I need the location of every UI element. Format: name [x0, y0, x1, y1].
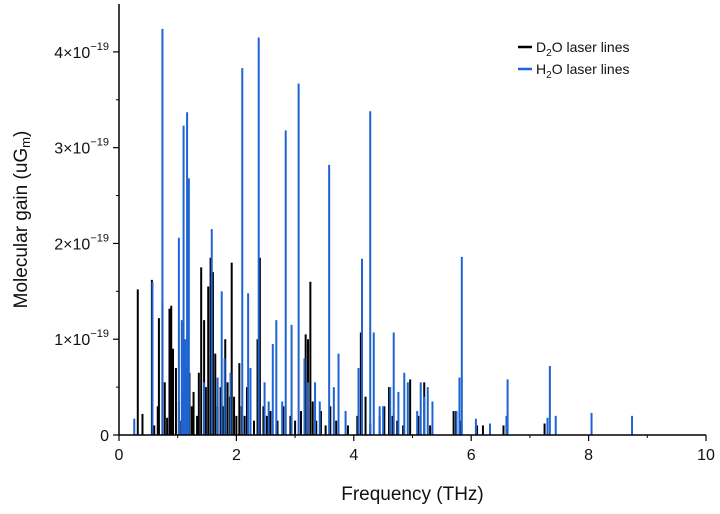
y-tick-label-4: 4×10−19	[54, 41, 109, 62]
y-tick-label-2: 2×10−19	[54, 232, 109, 253]
legend: D2O laser lines H2O laser lines	[518, 39, 630, 81]
legend-label-h2o: H2O laser lines	[536, 61, 630, 81]
legend-label-d2o: D2O laser lines	[536, 39, 630, 59]
x-axis-title: Frequency (THz)	[341, 484, 484, 505]
y-axis-title-main: Molecular gain (uG	[11, 148, 32, 309]
x-tick-label-4: 8	[584, 447, 593, 464]
x-tick-label-5: 10	[697, 447, 715, 464]
x-tick-label-2: 4	[349, 447, 358, 464]
x-tick-label-1: 2	[232, 447, 241, 464]
tick-marks: 0 2 4 6 8 10 0 1×10−19 2×10−19 3×10−19 4×10−19	[54, 41, 715, 464]
y-tick-label-3: 3×10−19	[54, 137, 109, 158]
x-tick-label-0: 0	[115, 447, 124, 464]
y-axis-title-subscript: m	[18, 137, 33, 148]
y-tick-label-0: 0	[100, 428, 109, 445]
y-tick-label-1: 1×10−19	[54, 328, 109, 349]
series-h2o-laser-lines	[133, 28, 634, 435]
y-axis-title: Molecular gain (uGm)	[11, 131, 33, 309]
y-axis-title-close: )	[11, 131, 32, 137]
series-d2o-laser-lines	[136, 257, 546, 435]
x-tick-label-3: 6	[467, 447, 476, 464]
